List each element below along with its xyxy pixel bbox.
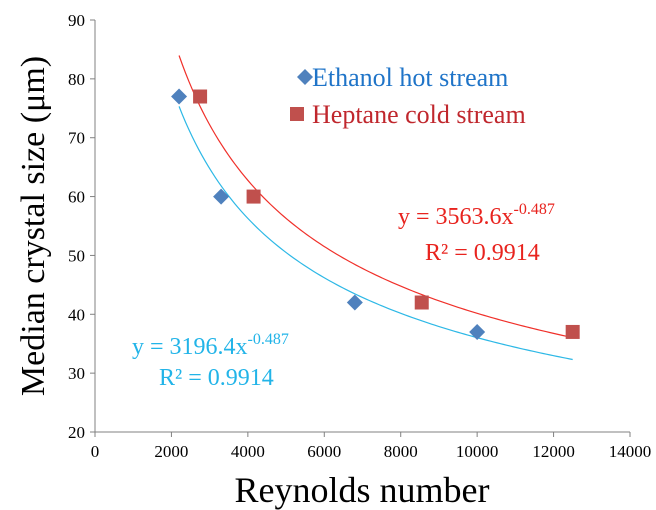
y-tick-label: 60 bbox=[68, 188, 85, 207]
data-point-series-0 bbox=[469, 323, 486, 340]
data-point-series-0 bbox=[213, 188, 230, 205]
data-points bbox=[171, 88, 580, 340]
x-tick-label: 10000 bbox=[456, 442, 499, 461]
y-axis-label: Median crystal size (μm) bbox=[15, 56, 52, 396]
data-point-series-1 bbox=[565, 324, 580, 339]
trendline-series-0 bbox=[178, 106, 573, 361]
equation-ethanol-base: y = 3196.4x bbox=[132, 334, 248, 360]
data-point-series-1 bbox=[246, 189, 261, 204]
x-tick-label: 12000 bbox=[532, 442, 575, 461]
equation-heptane-exponent: -0.487 bbox=[514, 201, 555, 218]
x-tick-label: 14000 bbox=[609, 442, 652, 461]
legend: Ethanol hot stream Heptane cold stream bbox=[290, 63, 526, 129]
data-point-series-0 bbox=[171, 88, 188, 105]
y-tick-label: 50 bbox=[68, 246, 85, 265]
y-tick-label: 20 bbox=[68, 423, 85, 442]
data-point-series-1 bbox=[414, 295, 429, 310]
r2-heptane: R² = 0.9914 bbox=[425, 240, 540, 266]
legend-label-ethanol: Ethanol hot stream bbox=[312, 63, 508, 92]
y-ticks: 20 30 40 50 60 70 80 90 bbox=[68, 11, 95, 442]
data-point-series-0 bbox=[346, 294, 363, 311]
y-tick-label: 90 bbox=[68, 11, 85, 30]
axes bbox=[94, 20, 630, 433]
x-tick-label: 8000 bbox=[384, 442, 418, 461]
y-tick-label: 80 bbox=[68, 70, 85, 89]
equation-ethanol: y = 3196.4x-0.487 bbox=[132, 331, 289, 360]
trendline-series-1 bbox=[178, 55, 573, 339]
legend-marker-heptane bbox=[290, 107, 304, 121]
x-tick-label: 0 bbox=[91, 442, 100, 461]
equation-heptane-base: y = 3563.6x bbox=[398, 204, 514, 230]
x-tick-label: 4000 bbox=[231, 442, 265, 461]
y-tick-label: 70 bbox=[68, 129, 85, 148]
equations: y = 3563.6x-0.487 R² = 0.9914 y = 3196.4… bbox=[132, 201, 555, 391]
trendlines bbox=[178, 55, 573, 361]
y-tick-label: 30 bbox=[68, 364, 85, 383]
equation-heptane: y = 3563.6x-0.487 bbox=[398, 201, 555, 230]
legend-marker-ethanol bbox=[297, 69, 313, 85]
equation-ethanol-exponent: -0.487 bbox=[248, 331, 289, 348]
x-axis-label: Reynolds number bbox=[235, 470, 490, 510]
legend-label-heptane: Heptane cold stream bbox=[312, 100, 526, 129]
x-ticks: 0 2000 4000 6000 8000 10000 12000 14000 bbox=[91, 432, 652, 461]
r2-ethanol: R² = 0.9914 bbox=[159, 365, 274, 391]
data-point-series-1 bbox=[193, 89, 208, 104]
x-tick-label: 2000 bbox=[154, 442, 188, 461]
y-tick-label: 40 bbox=[68, 305, 85, 324]
x-tick-label: 6000 bbox=[307, 442, 341, 461]
